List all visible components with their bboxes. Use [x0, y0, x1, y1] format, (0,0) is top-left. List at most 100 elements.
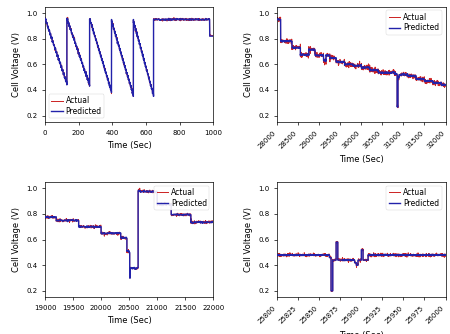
Predicted: [198, 221, 203, 225]
Actual: [435, 81, 440, 85]
Actual: [145, 189, 151, 193]
Actual: [349, 258, 355, 262]
Predicted: [136, 188, 142, 192]
Predicted: [115, 40, 121, 44]
Actual: [343, 258, 348, 262]
Predicted: [328, 289, 334, 293]
Actual: [335, 239, 340, 243]
Legend: Actual, Predicted: Actual, Predicted: [49, 94, 104, 118]
Actual: [394, 104, 400, 108]
Actual: [199, 17, 204, 21]
Line: Predicted: Predicted: [45, 190, 213, 278]
Actual: [411, 73, 417, 77]
Line: Predicted: Predicted: [45, 18, 213, 97]
Predicted: [411, 74, 417, 78]
Predicted: [406, 253, 411, 257]
Legend: Actual, Predicted: Actual, Predicted: [154, 186, 209, 210]
Predicted: [333, 240, 339, 244]
Legend: Actual, Predicted: Actual, Predicted: [387, 10, 442, 35]
Predicted: [292, 253, 297, 257]
Predicted: [145, 190, 151, 194]
Line: Predicted: Predicted: [277, 19, 446, 107]
Predicted: [139, 50, 144, 54]
Actual: [180, 212, 186, 216]
Predicted: [64, 16, 70, 20]
Predicted: [127, 276, 132, 280]
Legend: Actual, Predicted: Actual, Predicted: [387, 186, 442, 210]
Predicted: [51, 43, 57, 47]
Actual: [65, 15, 70, 19]
Predicted: [378, 71, 383, 75]
Predicted: [275, 17, 280, 21]
Predicted: [80, 65, 86, 69]
Actual: [211, 221, 216, 225]
Predicted: [435, 81, 440, 86]
Predicted: [130, 95, 136, 99]
Predicted: [211, 34, 216, 38]
Line: Actual: Actual: [45, 17, 213, 97]
Actual: [395, 106, 400, 110]
Predicted: [390, 253, 396, 257]
Predicted: [274, 253, 280, 257]
Predicted: [274, 18, 280, 22]
Actual: [80, 64, 86, 68]
Actual: [339, 61, 344, 65]
Actual: [211, 33, 216, 37]
Line: Actual: Actual: [45, 188, 213, 278]
Actual: [443, 84, 448, 88]
Actual: [351, 64, 356, 68]
Predicted: [395, 105, 400, 109]
X-axis label: Time (Sec): Time (Sec): [107, 316, 152, 325]
Y-axis label: Cell Voltage (V): Cell Voltage (V): [12, 32, 21, 97]
Actual: [170, 213, 176, 217]
Y-axis label: Cell Voltage (V): Cell Voltage (V): [244, 32, 253, 97]
Actual: [127, 276, 132, 280]
Line: Actual: Actual: [277, 17, 446, 108]
Actual: [151, 95, 156, 99]
Actual: [292, 253, 297, 257]
Predicted: [80, 224, 85, 228]
Line: Actual: Actual: [277, 241, 446, 291]
X-axis label: Time (Sec): Time (Sec): [339, 155, 384, 164]
Predicted: [76, 51, 81, 55]
Predicted: [343, 258, 348, 262]
Predicted: [349, 258, 355, 262]
Actual: [274, 16, 280, 20]
Predicted: [170, 212, 176, 216]
Y-axis label: Cell Voltage (V): Cell Voltage (V): [244, 207, 253, 272]
Predicted: [409, 253, 414, 257]
Predicted: [443, 83, 448, 87]
Actual: [42, 17, 48, 21]
Actual: [378, 71, 383, 75]
Actual: [139, 50, 144, 54]
Predicted: [339, 60, 344, 64]
Predicted: [394, 105, 400, 109]
Predicted: [443, 253, 448, 257]
Actual: [406, 253, 411, 257]
Actual: [42, 216, 48, 220]
Actual: [137, 186, 142, 190]
Actual: [328, 289, 334, 293]
X-axis label: Time (Sec): Time (Sec): [107, 141, 152, 150]
Actual: [115, 41, 121, 45]
Line: Predicted: Predicted: [277, 242, 446, 291]
Actual: [51, 44, 57, 48]
Predicted: [211, 219, 216, 223]
Actual: [274, 253, 280, 257]
Actual: [76, 50, 81, 54]
Actual: [80, 225, 85, 229]
Predicted: [42, 215, 48, 219]
Actual: [443, 252, 448, 256]
Actual: [277, 15, 283, 19]
Predicted: [180, 213, 186, 217]
Predicted: [42, 17, 48, 21]
Actual: [390, 252, 396, 256]
Y-axis label: Cell Voltage (V): Cell Voltage (V): [12, 207, 21, 272]
Predicted: [100, 231, 106, 235]
Predicted: [351, 63, 356, 67]
Actual: [409, 252, 414, 256]
Actual: [198, 221, 203, 225]
Predicted: [199, 17, 204, 21]
Actual: [100, 232, 106, 236]
X-axis label: Time (Sec): Time (Sec): [339, 331, 384, 334]
